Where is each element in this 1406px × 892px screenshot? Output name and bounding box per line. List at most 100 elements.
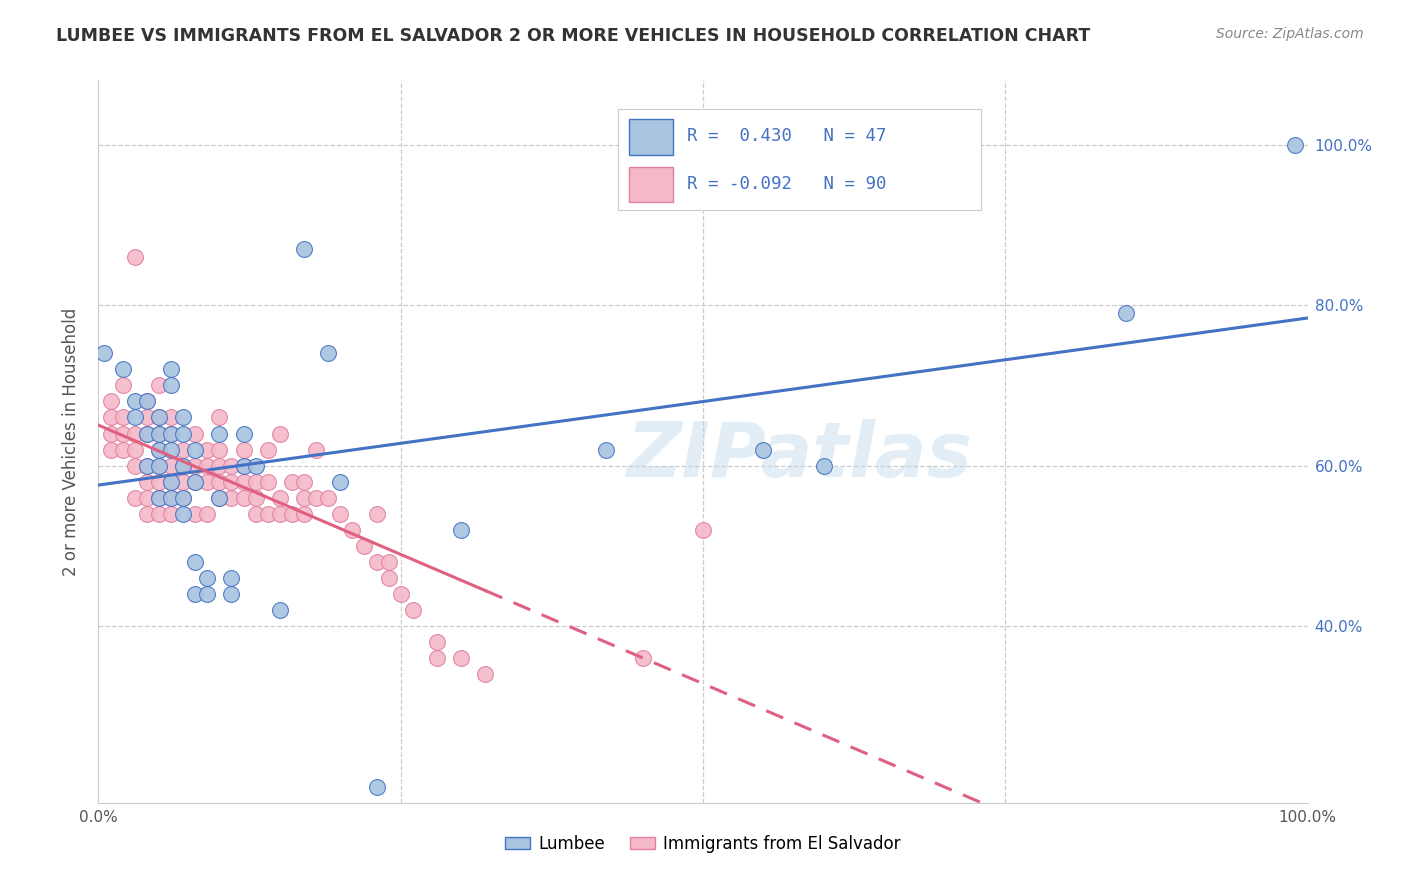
- Point: [160, 426, 183, 441]
- Legend: Lumbee, Immigrants from El Salvador: Lumbee, Immigrants from El Salvador: [498, 828, 908, 860]
- Point: [172, 491, 194, 505]
- Point: [172, 475, 194, 489]
- Point: [148, 491, 170, 505]
- Point: [366, 780, 388, 794]
- Point: [813, 458, 835, 473]
- Point: [124, 410, 146, 425]
- Point: [256, 475, 278, 489]
- Point: [148, 426, 170, 441]
- Point: [160, 458, 183, 473]
- Point: [221, 458, 243, 473]
- Point: [148, 410, 170, 425]
- Point: [377, 571, 399, 585]
- Point: [305, 491, 328, 505]
- Point: [148, 475, 170, 489]
- Point: [316, 491, 339, 505]
- Point: [426, 635, 449, 649]
- Point: [292, 507, 315, 521]
- Point: [172, 507, 194, 521]
- Point: [195, 587, 218, 601]
- Point: [245, 458, 267, 473]
- Point: [232, 458, 254, 473]
- Point: [148, 507, 170, 521]
- Point: [269, 603, 291, 617]
- Point: [124, 491, 146, 505]
- Point: [245, 491, 267, 505]
- Point: [100, 442, 122, 457]
- Point: [160, 475, 183, 489]
- Point: [256, 507, 278, 521]
- Point: [160, 362, 183, 376]
- Point: [232, 475, 254, 489]
- Point: [269, 426, 291, 441]
- Point: [100, 394, 122, 409]
- Point: [135, 458, 157, 473]
- Point: [148, 378, 170, 392]
- Point: [124, 426, 146, 441]
- Point: [269, 507, 291, 521]
- Text: ZIPatlas: ZIPatlas: [627, 419, 973, 493]
- Point: [292, 475, 315, 489]
- Point: [595, 442, 617, 457]
- Point: [195, 458, 218, 473]
- Point: [160, 507, 183, 521]
- Point: [148, 458, 170, 473]
- Point: [377, 555, 399, 569]
- Point: [135, 394, 157, 409]
- Point: [148, 410, 170, 425]
- Point: [208, 475, 231, 489]
- Point: [100, 426, 122, 441]
- Point: [172, 442, 194, 457]
- Point: [135, 426, 157, 441]
- Point: [111, 378, 134, 392]
- Point: [245, 475, 267, 489]
- Point: [111, 426, 134, 441]
- Point: [208, 410, 231, 425]
- Point: [329, 507, 352, 521]
- Point: [208, 491, 231, 505]
- Point: [692, 523, 714, 537]
- Point: [93, 346, 115, 360]
- Point: [221, 475, 243, 489]
- Point: [100, 410, 122, 425]
- Point: [124, 442, 146, 457]
- Point: [1284, 137, 1306, 152]
- Point: [208, 458, 231, 473]
- Point: [232, 458, 254, 473]
- Point: [316, 346, 339, 360]
- Point: [148, 442, 170, 457]
- Point: [450, 651, 472, 665]
- Point: [208, 442, 231, 457]
- Y-axis label: 2 or more Vehicles in Household: 2 or more Vehicles in Household: [62, 308, 80, 575]
- Point: [124, 394, 146, 409]
- Text: LUMBEE VS IMMIGRANTS FROM EL SALVADOR 2 OR MORE VEHICLES IN HOUSEHOLD CORRELATIO: LUMBEE VS IMMIGRANTS FROM EL SALVADOR 2 …: [56, 27, 1091, 45]
- Point: [184, 426, 207, 441]
- Point: [389, 587, 412, 601]
- Point: [111, 442, 134, 457]
- Point: [172, 491, 194, 505]
- Point: [292, 491, 315, 505]
- Point: [195, 442, 218, 457]
- Point: [172, 426, 194, 441]
- Point: [232, 442, 254, 457]
- Point: [221, 491, 243, 505]
- Point: [474, 667, 496, 681]
- Point: [292, 242, 315, 256]
- Point: [221, 587, 243, 601]
- Point: [366, 507, 388, 521]
- Point: [232, 491, 254, 505]
- Point: [245, 507, 267, 521]
- Point: [111, 362, 134, 376]
- Point: [221, 571, 243, 585]
- Point: [135, 491, 157, 505]
- Point: [184, 475, 207, 489]
- Point: [135, 475, 157, 489]
- Point: [160, 426, 183, 441]
- Point: [135, 410, 157, 425]
- Point: [329, 475, 352, 489]
- Point: [232, 426, 254, 441]
- Point: [148, 442, 170, 457]
- Point: [135, 507, 157, 521]
- Point: [160, 475, 183, 489]
- Point: [172, 458, 194, 473]
